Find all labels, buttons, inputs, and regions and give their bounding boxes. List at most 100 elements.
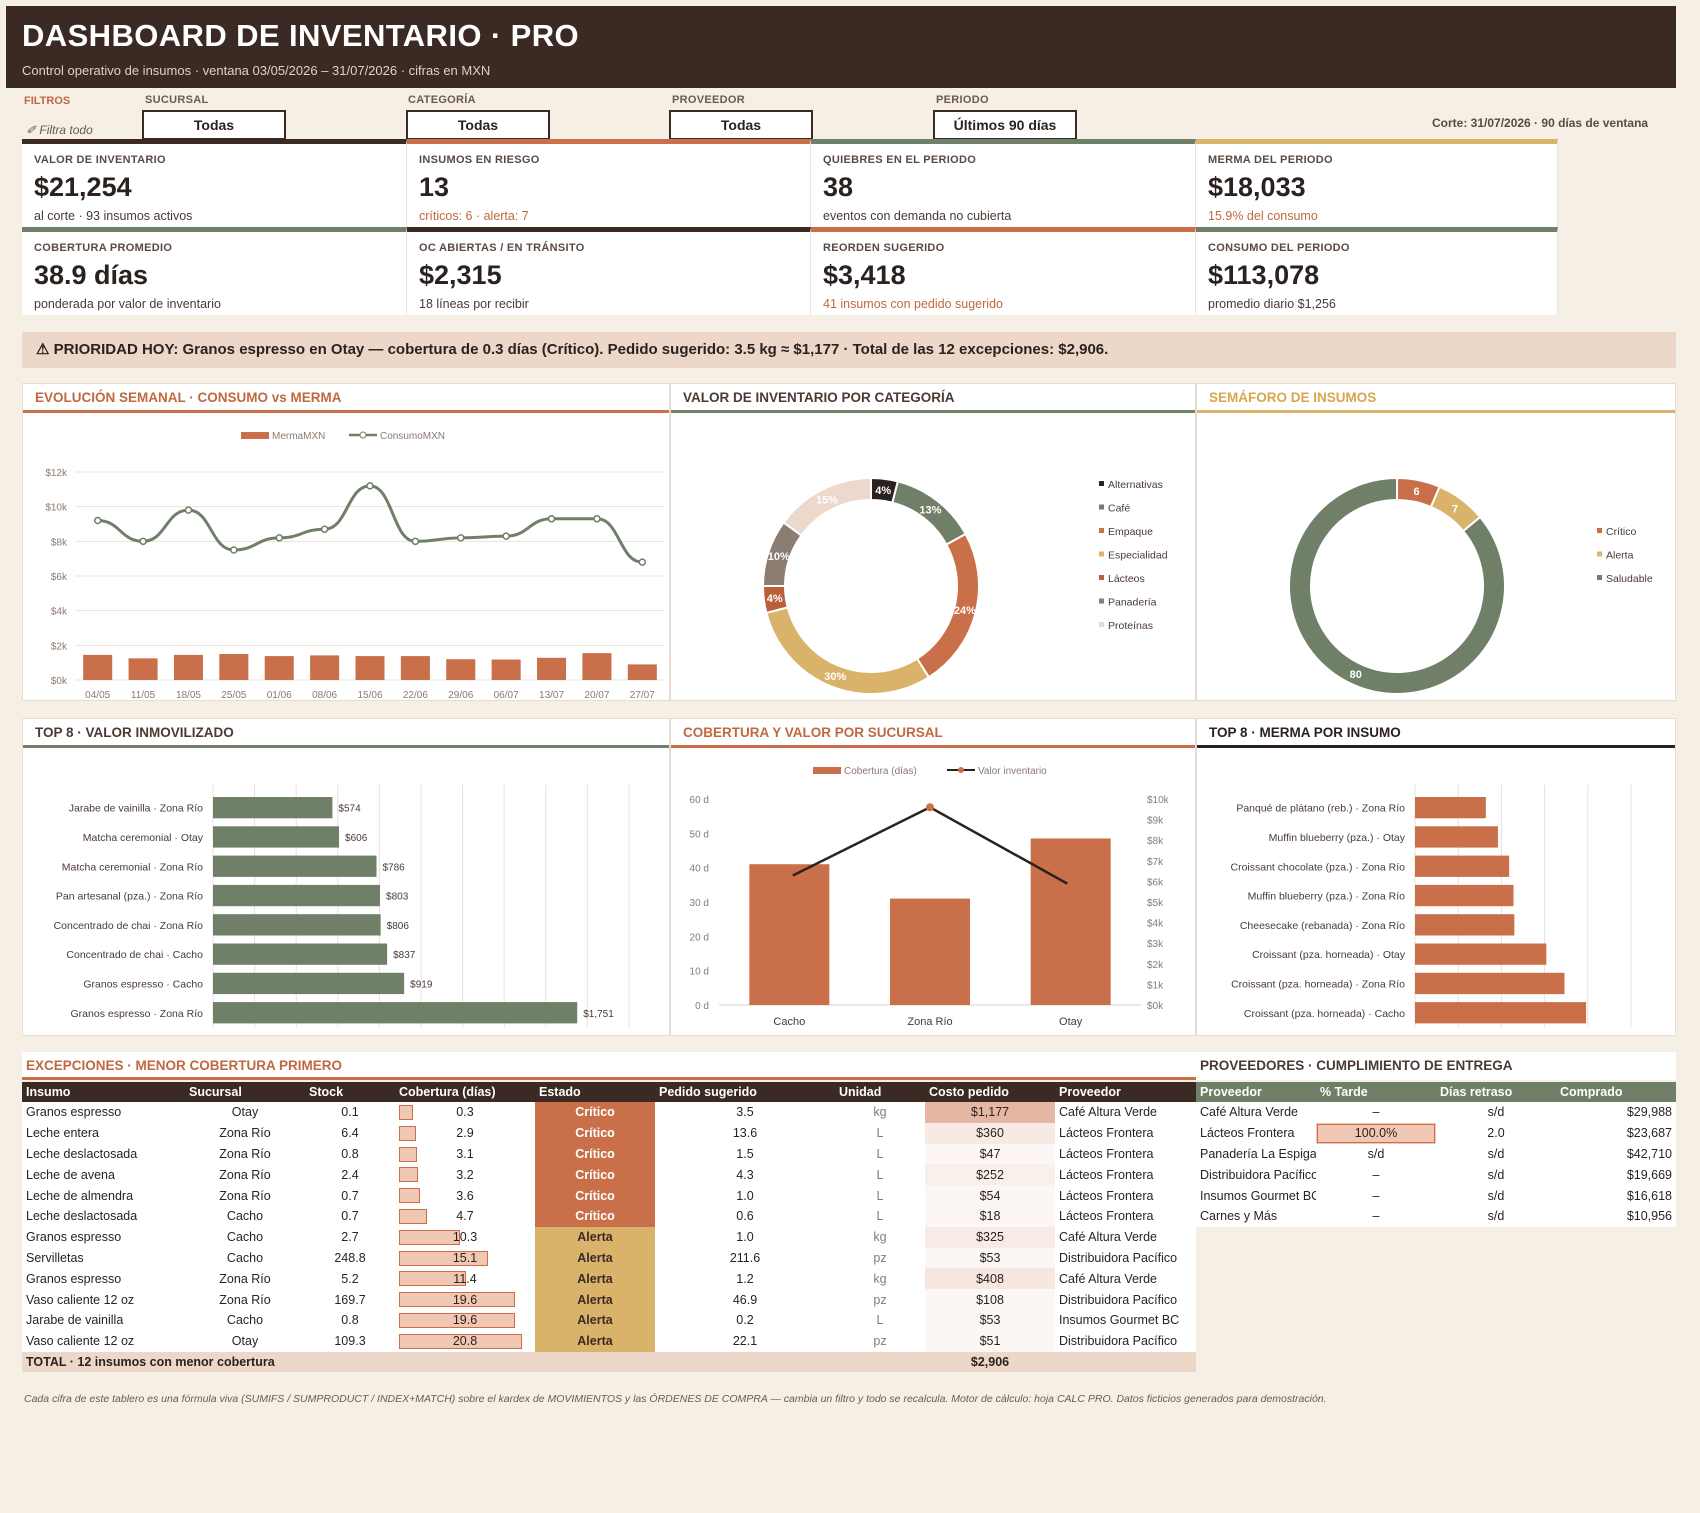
- cell-insumo: Vaso caliente 12 oz: [26, 1292, 135, 1307]
- clear-filters-button[interactable]: ✐ Filtra todo: [26, 123, 93, 137]
- consumo-point: [275, 534, 283, 542]
- merma-bar: [491, 659, 521, 680]
- value-bar: [1415, 972, 1565, 995]
- coverage-databar: [399, 1250, 489, 1266]
- cell-stock: 5.2: [341, 1271, 359, 1286]
- kpi-subtext: críticos: 6 · alerta: 7: [419, 209, 529, 223]
- legend-label: Valor inventario: [978, 766, 1047, 777]
- top8-merma-chart: $0$500$1,000$1,500$2,000$2,500Panqué de …: [1231, 785, 1632, 1028]
- value-bar: [1415, 884, 1514, 907]
- filter-label-categoria: CATEGORÍA: [408, 94, 476, 106]
- coverage-value: 15.1: [452, 1250, 478, 1265]
- cell-prov: Café Altura Verde: [1059, 1230, 1157, 1245]
- x-tick-label: 25/05: [221, 690, 246, 701]
- kpi-label: REORDEN SUGERIDO: [823, 242, 945, 254]
- merma-bar: [310, 655, 340, 680]
- category-label: Matcha ceremonial · Otay: [83, 832, 204, 844]
- cell-cob: 3.2: [395, 1164, 535, 1185]
- page-subtitle: Control operativo de insumos · ventana 0…: [22, 63, 491, 78]
- panel-rule: [671, 410, 1195, 413]
- total-label: TOTAL · 12 insumos con menor cobertura: [26, 1354, 275, 1369]
- value-bar: [213, 943, 388, 965]
- y-tick-label: $2k: [51, 641, 68, 652]
- cell-costo: $325: [925, 1226, 1055, 1248]
- coverage-databar: [399, 1229, 460, 1245]
- x-tick-label: 04/05: [85, 690, 110, 701]
- cell-name: Distribuidora Pacífico: [1200, 1167, 1316, 1182]
- category-label: Jarabe de vainilla · Zona Río: [69, 803, 203, 815]
- cell-insumo: Servilletas: [26, 1250, 84, 1265]
- cell-sucursal: Zona Río: [219, 1167, 271, 1182]
- cell-unidad: L: [876, 1209, 884, 1224]
- cell-prov: Lácteos Frontera: [1059, 1188, 1154, 1203]
- kpi-card: INSUMOS EN RIESGO 13 críticos: 6 · alerta:…: [407, 139, 811, 227]
- value-bar: [1415, 826, 1498, 848]
- filter-label-proveedor: PROVEEDOR: [672, 94, 745, 106]
- cell-sucursal: Zona Río: [219, 1292, 271, 1307]
- x-tick-label: 22/06: [403, 690, 428, 701]
- suppliers-header-bar: PROVEEDORES · CUMPLIMIENTO DE ENTREGA: [1196, 1052, 1676, 1080]
- y-tick-label: 20 d: [690, 932, 709, 943]
- cell-cob: 3.6: [395, 1185, 535, 1206]
- merma-bar: [173, 654, 203, 680]
- cell-costo: $1,177: [925, 1102, 1055, 1123]
- value-bar: [213, 826, 340, 848]
- cell-prov: Café Altura Verde: [1059, 1271, 1157, 1286]
- panel-weekly: EVOLUCIÓN SEMANAL · CONSUMO vs MERMA $0k…: [22, 383, 670, 701]
- cell-estado: Alerta: [535, 1330, 655, 1352]
- category-label: Croissant (pza. horneada) · Zona Río: [1231, 978, 1405, 990]
- cell-costo: $53: [925, 1247, 1055, 1269]
- table-row: Distribuidora Pacífico – s/d $19,669: [1196, 1164, 1676, 1185]
- coverage-databar: [399, 1167, 418, 1183]
- panel-rule: [1197, 745, 1675, 748]
- y-tick-label: 10 d: [690, 967, 709, 978]
- donut-slice: [1288, 476, 1506, 695]
- panel-rule: [1197, 410, 1675, 413]
- filter-categoria[interactable]: Todas: [406, 110, 550, 140]
- category-label: Panqué de plátano (reb.) · Zona Río: [1236, 803, 1405, 815]
- coverage-value: 4.7: [456, 1209, 474, 1224]
- value-bar: [1415, 1002, 1587, 1024]
- cell-pedido: 1.5: [736, 1146, 754, 1161]
- cell-pedido: 1.0: [736, 1188, 754, 1203]
- cell-pedido: 13.6: [732, 1126, 758, 1141]
- filter-periodo[interactable]: Últimos 90 días: [933, 110, 1077, 140]
- cell-name: Lácteos Frontera: [1200, 1126, 1295, 1141]
- cell-cob: 4.7: [395, 1206, 535, 1227]
- legend-marker: [958, 767, 964, 773]
- column-header: Días retraso: [1440, 1085, 1513, 1099]
- panel-top8-value: TOP 8 · VALOR INMOVILIZADO $0$200$400$60…: [22, 718, 670, 1036]
- merma-bar: [582, 653, 612, 680]
- table-row: Leche deslactosada Cacho 0.7 4.7 Crítico 0.6 L…: [22, 1205, 1196, 1227]
- cell-prov: Distribuidora Pacífico: [1059, 1292, 1178, 1307]
- kpi-subtext: 18 líneas por recibir: [419, 297, 529, 311]
- coverage-value: 19.6: [452, 1292, 478, 1307]
- cell-insumo: Leche de almendra: [26, 1188, 134, 1203]
- slice-label: 13%: [919, 504, 941, 516]
- legend-swatch: [1099, 551, 1104, 557]
- kpi-card: MERMA DEL PERIODO $18,033 15.9% del consum…: [1196, 139, 1558, 227]
- cell-delay: s/d: [1487, 1167, 1505, 1182]
- filter-sucursal[interactable]: Todas: [142, 110, 286, 140]
- y2-tick-label: $1k: [1147, 980, 1164, 991]
- panel-top8-merma: TOP 8 · MERMA POR INSUMO $0$500$1,000$1,…: [1196, 718, 1676, 1036]
- cell-insumo: Leche entera: [26, 1126, 99, 1141]
- consumo-point: [457, 534, 465, 542]
- x-tick-label: 18/05: [176, 690, 201, 701]
- cell-insumo: Granos espresso: [26, 1105, 122, 1120]
- cell-costo: $53: [925, 1309, 1055, 1331]
- cell-stock: 2.7: [341, 1230, 359, 1245]
- table-row: Granos espresso Zona Río 5.2 11.4 Alerta 1.2 k…: [22, 1268, 1196, 1290]
- filter-proveedor[interactable]: Todas: [669, 110, 813, 140]
- branch-combo-chart: 0 d 10 d 20 d 30 d 40 d 50 d 60 d $0k $1k $2k $3k $…: [690, 766, 1170, 1028]
- cell-insumo: Granos espresso: [26, 1230, 122, 1245]
- column-header: % Tarde: [1320, 1085, 1368, 1099]
- column-header: Cobertura (días): [399, 1085, 496, 1099]
- panel-rule: [23, 410, 669, 413]
- cell-unidad: L: [876, 1188, 884, 1203]
- coverage-value: 2.9: [456, 1126, 474, 1141]
- cell-unidad: L: [876, 1126, 884, 1141]
- kpi-subtext: ponderada por valor de inventario: [34, 297, 221, 311]
- cell-sucursal: Zona Río: [219, 1126, 271, 1141]
- y2-tick-label: $7k: [1147, 857, 1164, 868]
